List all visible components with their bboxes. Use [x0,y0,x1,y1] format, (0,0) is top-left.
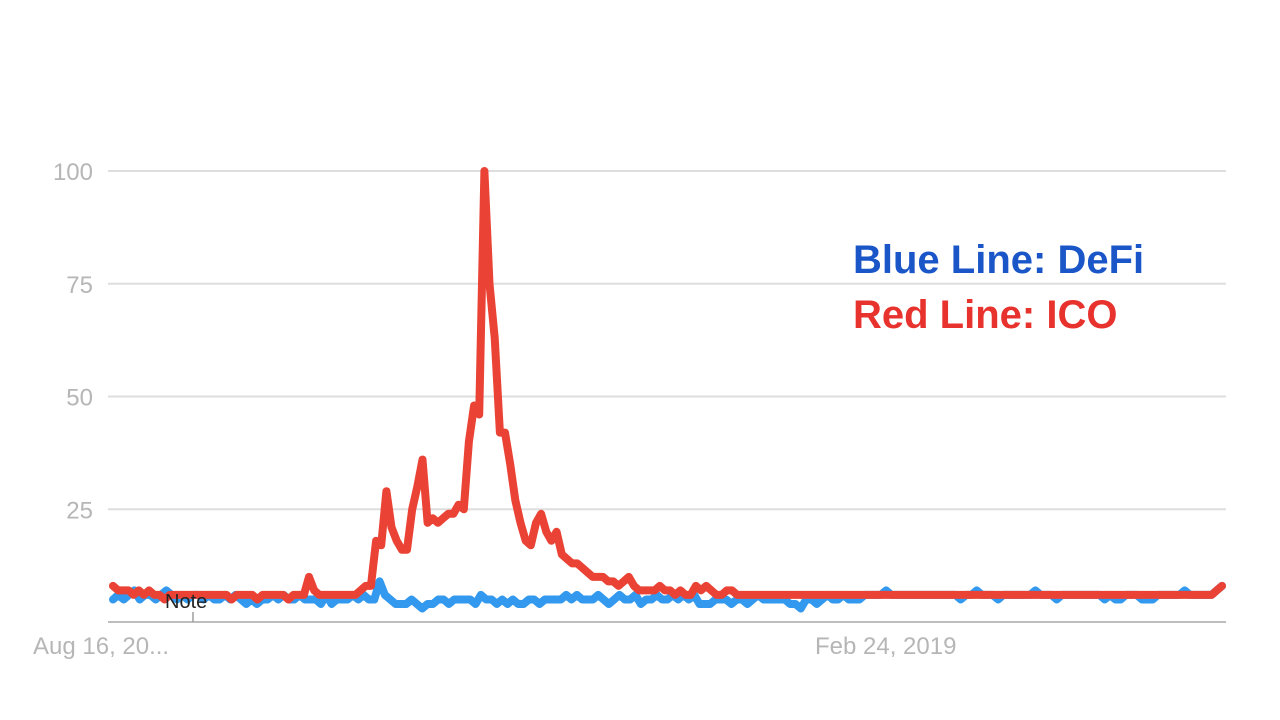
x-axis-ticks: Aug 16, 20... Feb 24, 2019 [33,612,956,660]
legend-entry-defi: Blue Line: DeFi [853,238,1144,282]
y-axis-ticks: 25 50 75 100 [53,159,93,524]
gridlines [108,170,1226,511]
y-tick-label-75: 75 [66,272,93,299]
legend-entry-ico: Red Line: ICO [853,293,1117,337]
legend: Blue Line: DeFi Red Line: ICO [853,238,1144,337]
x-tick-label-0: Aug 16, 20... [33,633,169,660]
y-tick-label-25: 25 [66,497,93,524]
series-line-ico [109,167,1226,604]
x-tick-label-1: Feb 24, 2019 [815,633,956,660]
y-tick-label-50: 50 [66,385,93,412]
y-tick-label-100: 100 [53,159,93,186]
series-lines [109,167,1226,613]
note-annotation[interactable]: Note [165,591,207,613]
